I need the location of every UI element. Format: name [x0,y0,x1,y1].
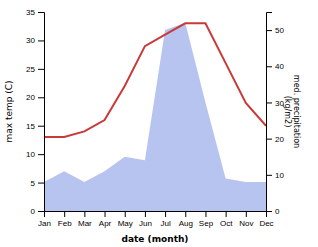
tick-mark [38,12,44,13]
tick: Mar [78,211,92,228]
tick-mark [226,211,227,217]
tick-label: 5 [31,179,36,188]
tick: 35 [26,8,44,17]
tick: 10 [266,171,284,180]
tick-label: 10 [275,171,284,180]
area [44,23,266,211]
tick-mark [185,211,186,217]
tick: Aug [179,211,193,228]
tick: 50 [266,26,284,35]
tick-label: 20 [26,93,35,102]
tick: 30 [26,36,44,45]
y2-axis-title-line: (kg/m2) [283,96,292,128]
tick-mark [38,97,44,98]
tick-label: Jul [160,219,170,228]
tick-label: Dec [259,219,273,228]
tick: 10 [26,150,44,159]
tick-label: Oct [220,219,233,228]
tick-label: 40 [275,62,284,71]
tick-mark [246,211,247,217]
tick-label: 20 [275,135,284,144]
tick: Nov [239,211,253,228]
tick-mark [266,30,272,31]
tick-mark [266,102,272,103]
tick: May [118,211,133,228]
tick-mark [125,211,126,217]
tick-mark [266,66,272,67]
tick-label: Apr [99,219,112,228]
tick: 25 [26,65,44,74]
tick: Jun [139,211,152,228]
tick: Sep [199,211,214,228]
tick: Apr [99,211,112,228]
tick-label: 15 [26,122,35,131]
tick: 40 [266,62,284,71]
tick-mark [205,211,206,217]
tick-mark [38,211,44,212]
tick-label: Jun [139,219,152,228]
tick-mark [105,211,106,217]
y-axis: 0 5 10 15 20 25 30 35 [26,8,44,216]
tick-mark [38,69,44,70]
axis-line [267,13,273,212]
tick-label: May [118,219,133,228]
tick: 5 [31,179,44,188]
x-axis: Jan Feb Mar Apr May Jun Jul Aug Sep Oct Nov Dec [38,211,274,228]
tick-mark [145,211,146,217]
tick-mark [266,139,272,140]
axis-line [38,13,45,212]
tick-label: 0 [31,207,36,216]
x-axis-title: date (month) [122,234,189,244]
tick-mark [266,211,272,212]
axis-line [45,212,267,218]
tick: Dec [259,211,273,228]
tick-label: 30 [275,99,284,108]
marks [44,23,266,211]
tick-mark [38,183,44,184]
tick-label: 50 [275,26,284,35]
line [44,23,266,137]
tick-label: 25 [26,65,35,74]
tick-mark [266,175,272,176]
tick-label: Aug [179,219,193,228]
tick-mark [64,211,65,217]
tick-label: Nov [239,219,253,228]
tick: 0 [31,207,44,216]
tick-label: Jan [38,219,51,228]
tick: 15 [26,122,44,131]
tick-label: 10 [26,150,35,159]
tick-label: 35 [26,8,35,17]
tick-label: Mar [78,219,92,228]
tick-label: 30 [26,36,35,45]
tick: Oct [220,211,233,228]
tick-mark [38,40,44,41]
tick: 30 [266,99,284,108]
y2-axis: 0 10 20 30 40 50 [266,13,284,217]
y2-axis-title-line: med. precipitation [292,75,301,148]
tick: Feb [58,211,72,228]
tick: 20 [266,135,284,144]
tick: 0 [266,207,280,216]
tick-label: Sep [199,219,214,228]
tick-mark [84,211,85,217]
tick-mark [165,211,166,217]
tick: Jul [160,211,170,228]
tick: 20 [26,93,44,102]
tick-mark [38,126,44,127]
tick-label: 0 [275,207,280,216]
tick-label: Feb [58,219,72,228]
chart: JanFebMarAprMayJunJulAugSepOctNovDec0510… [0,0,318,247]
y-axis-title: max temp (C) [4,80,14,142]
tick: Jan [38,211,51,228]
plot: JanFebMarAprMayJunJulAugSepOctNovDec0510… [26,8,284,228]
tick-mark [38,154,44,155]
y2-axis-title: med. precipitation(kg/m2) [283,75,301,148]
